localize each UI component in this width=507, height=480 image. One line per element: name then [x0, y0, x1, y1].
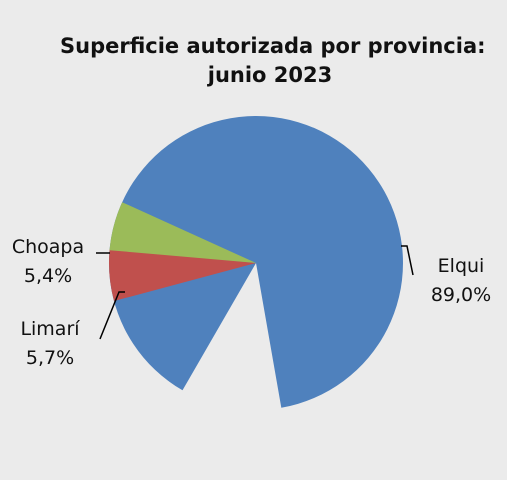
leader-line — [401, 245, 414, 276]
chart-subtitle: junio 2023 — [207, 63, 333, 87]
data-label-choapa-value: 5,4% — [24, 265, 72, 287]
data-label-limari-name: Limarí — [20, 318, 80, 340]
pie-slice-choapa — [109, 202, 256, 263]
leader-line — [99, 291, 125, 340]
chart-title-block: Superficie autorizada por provincia: jun… — [60, 32, 486, 90]
data-label-elqui-name: Elqui — [438, 255, 485, 277]
pie-slice-limari — [109, 248, 256, 302]
pie-slice-elqui — [108, 115, 403, 408]
chart-title: Superficie autorizada por provincia: — [60, 34, 486, 58]
data-label-elqui-value: 89,0% — [431, 284, 491, 306]
data-label-choapa-name: Choapa — [12, 236, 84, 258]
data-label-limari-value: 5,7% — [26, 347, 74, 369]
